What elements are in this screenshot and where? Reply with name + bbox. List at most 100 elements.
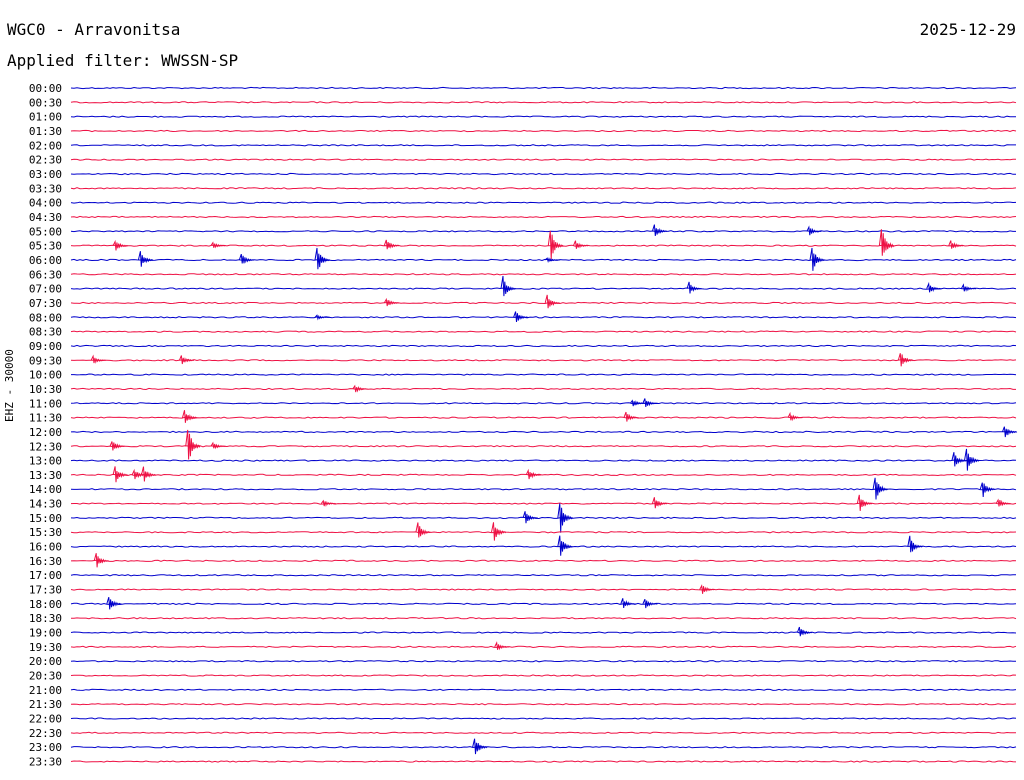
row-tick-label: 05:00 <box>29 225 62 238</box>
seismic-event <box>573 240 589 249</box>
seismic-event <box>651 497 668 509</box>
row-tick-label: 07:30 <box>29 297 62 310</box>
trace-line <box>70 531 1017 534</box>
trace-line <box>70 746 1017 749</box>
row-tick-label: 05:30 <box>29 240 62 253</box>
row-tick-label: 12:00 <box>29 426 62 439</box>
row-tick-label: 15:30 <box>29 526 62 539</box>
seismic-event <box>137 251 154 267</box>
trace-line <box>70 559 1017 563</box>
row-tick-label: 13:00 <box>29 455 62 468</box>
row-tick-label: 21:00 <box>29 684 62 697</box>
row-tick-label: 03:30 <box>29 182 62 195</box>
seismic-event <box>500 275 516 297</box>
row-tick-label: 22:00 <box>29 713 62 726</box>
seismic-event <box>93 553 110 568</box>
row-tick-label: 23:30 <box>29 756 62 769</box>
seismic-event <box>642 398 658 407</box>
trace-line <box>70 158 1016 161</box>
trace-line <box>70 144 1016 147</box>
seismic-event <box>109 441 125 451</box>
trace-line <box>70 215 1017 219</box>
seismic-event <box>494 641 510 651</box>
row-tick-label: 21:30 <box>29 698 62 711</box>
row-tick-label: 18:30 <box>29 612 62 625</box>
seismic-event <box>547 230 564 260</box>
trace-line <box>70 101 1017 104</box>
seismic-event <box>182 410 198 423</box>
seismic-event <box>699 584 715 594</box>
seismic-event <box>513 311 529 322</box>
trace-line <box>70 201 1017 204</box>
seismic-event <box>951 452 967 467</box>
trace-line <box>70 660 1016 663</box>
row-tick-label: 17:30 <box>29 584 62 597</box>
row-tick-label: 22:30 <box>29 727 62 740</box>
row-tick-label: 04:30 <box>29 211 62 224</box>
trace-line <box>71 617 1017 620</box>
row-tick-label: 09:00 <box>29 340 62 353</box>
row-tick-label: 19:30 <box>29 641 62 654</box>
row-tick-label: 18:00 <box>29 598 62 611</box>
seismic-event <box>629 399 646 407</box>
seismic-event <box>948 240 964 249</box>
trace-line <box>70 760 1017 763</box>
seismic-event <box>491 522 507 541</box>
seismic-event <box>383 297 400 307</box>
seismic-event <box>964 448 980 471</box>
row-tick-label: 00:00 <box>29 82 62 95</box>
row-tick-label: 00:30 <box>29 96 62 109</box>
seismic-event <box>872 477 889 500</box>
row-tick-label: 02:00 <box>29 139 62 152</box>
trace-line <box>70 645 1017 649</box>
seismic-event <box>926 281 942 293</box>
trace-line <box>70 703 1017 706</box>
seismic-event <box>557 503 573 533</box>
row-tick-label: 14:00 <box>29 483 62 496</box>
trace-line <box>70 172 1016 176</box>
trace-line <box>70 430 1016 434</box>
seismic-event <box>314 314 330 321</box>
trace-line <box>70 717 1017 720</box>
seismic-event <box>90 354 106 364</box>
seismic-event <box>620 598 636 608</box>
trace-line <box>70 115 1016 118</box>
trace-line <box>70 187 1017 190</box>
row-tick-label: 08:30 <box>29 326 62 339</box>
seismic-event <box>472 738 488 755</box>
trace-line <box>70 244 1017 247</box>
seismic-event <box>525 468 542 480</box>
trace-line <box>70 502 1017 505</box>
row-tick-label: 13:30 <box>29 469 62 482</box>
trace-line <box>70 731 1017 734</box>
seismic-event <box>314 247 330 270</box>
trace-line <box>70 688 1017 692</box>
seismic-event <box>106 597 122 610</box>
seismic-event <box>995 498 1011 507</box>
row-tick-label: 23:00 <box>29 741 62 754</box>
trace-line <box>71 373 1017 376</box>
trace-line <box>70 631 1017 634</box>
seismic-event <box>878 229 895 256</box>
seismic-event <box>210 241 226 249</box>
row-tick-label: 01:00 <box>29 111 62 124</box>
trace-line <box>70 330 1017 333</box>
row-tick-label: 19:00 <box>29 627 62 640</box>
seismic-event <box>856 494 873 511</box>
seismic-event <box>112 239 128 251</box>
seismic-event <box>210 441 226 450</box>
seismic-event <box>979 482 996 498</box>
seismic-event <box>796 626 813 637</box>
filter-label: Applied filter: WWSSN-SP <box>7 51 239 70</box>
seismic-event <box>522 511 538 524</box>
row-tick-label: 03:00 <box>29 168 62 181</box>
trace-line <box>70 230 1016 233</box>
trace-line <box>70 416 1017 419</box>
trace-line <box>70 344 1017 348</box>
row-tick-label: 06:30 <box>29 268 62 281</box>
seismic-event <box>544 294 561 309</box>
seismic-event <box>238 253 255 264</box>
seismic-event <box>623 411 639 422</box>
trace-line <box>70 574 1017 577</box>
seismic-event <box>544 257 560 263</box>
